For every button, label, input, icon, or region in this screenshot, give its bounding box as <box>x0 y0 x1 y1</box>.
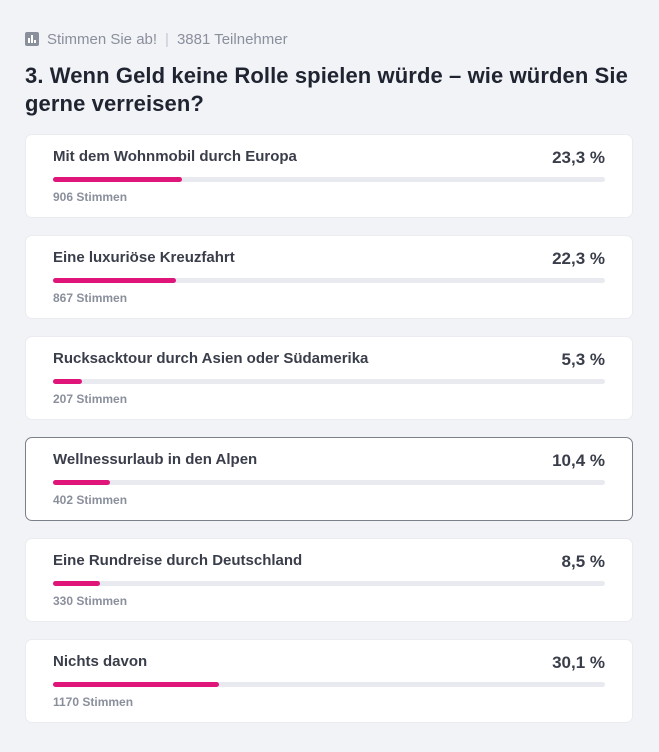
option-votes: 867 Stimmen <box>53 291 128 305</box>
poll-meta: Stimmen Sie ab! | 3881 Teilnehmer <box>25 30 633 48</box>
option-label: Nichts davon <box>53 653 148 670</box>
result-bar-fill <box>53 682 220 687</box>
option-label: Eine luxuriöse Kreuzfahrt <box>53 249 235 266</box>
poll-option[interactable]: Nichts davon 30,1 % 1170 Stimmen <box>25 639 633 723</box>
poll-option[interactable]: Mit dem Wohnmobil durch Europa 23,3 % 90… <box>25 134 633 218</box>
poll-option[interactable]: Wellnessurlaub in den Alpen 10,4 % 402 S… <box>25 437 633 521</box>
result-bar-fill <box>53 379 83 384</box>
result-bar-track <box>53 177 605 182</box>
result-bar-track <box>53 581 605 586</box>
vote-label: Stimmen Sie ab! <box>47 30 158 48</box>
option-votes: 330 Stimmen <box>53 594 128 608</box>
option-percent: 23,3 % <box>552 148 605 167</box>
option-percent: 30,1 % <box>552 653 605 672</box>
result-bar-track <box>53 379 605 384</box>
option-percent: 8,5 % <box>561 552 605 571</box>
poll-options: Mit dem Wohnmobil durch Europa 23,3 % 90… <box>25 134 633 723</box>
option-label: Wellnessurlaub in den Alpen <box>53 451 258 468</box>
participant-count: 3881 Teilnehmer <box>176 30 288 48</box>
result-bar-fill <box>53 278 177 283</box>
option-percent: 5,3 % <box>561 350 605 369</box>
poll-option[interactable]: Eine luxuriöse Kreuzfahrt 22,3 % 867 Sti… <box>25 235 633 319</box>
result-bar-fill <box>53 177 182 182</box>
result-bar-track <box>53 278 605 283</box>
option-percent: 10,4 % <box>552 451 605 470</box>
option-votes: 1170 Stimmen <box>53 695 134 709</box>
option-votes: 207 Stimmen <box>53 392 128 406</box>
poll-option[interactable]: Rucksacktour durch Asien oder Südamerika… <box>25 336 633 420</box>
option-votes: 402 Stimmen <box>53 493 128 507</box>
result-bar-track <box>53 682 605 687</box>
meta-separator: | <box>165 30 169 48</box>
option-label: Mit dem Wohnmobil durch Europa <box>53 148 297 165</box>
option-percent: 22,3 % <box>552 249 605 268</box>
result-bar-fill <box>53 581 100 586</box>
result-bar-fill <box>53 480 111 485</box>
option-label: Eine Rundreise durch Deutschland <box>53 552 303 569</box>
option-label: Rucksacktour durch Asien oder Südamerika <box>53 350 369 367</box>
question-title: 3. Wenn Geld keine Rolle spielen würde –… <box>25 63 628 116</box>
bar-chart-icon <box>25 32 39 46</box>
poll-option[interactable]: Eine Rundreise durch Deutschland 8,5 % 3… <box>25 538 633 622</box>
option-votes: 906 Stimmen <box>53 190 128 204</box>
result-bar-track <box>53 480 605 485</box>
